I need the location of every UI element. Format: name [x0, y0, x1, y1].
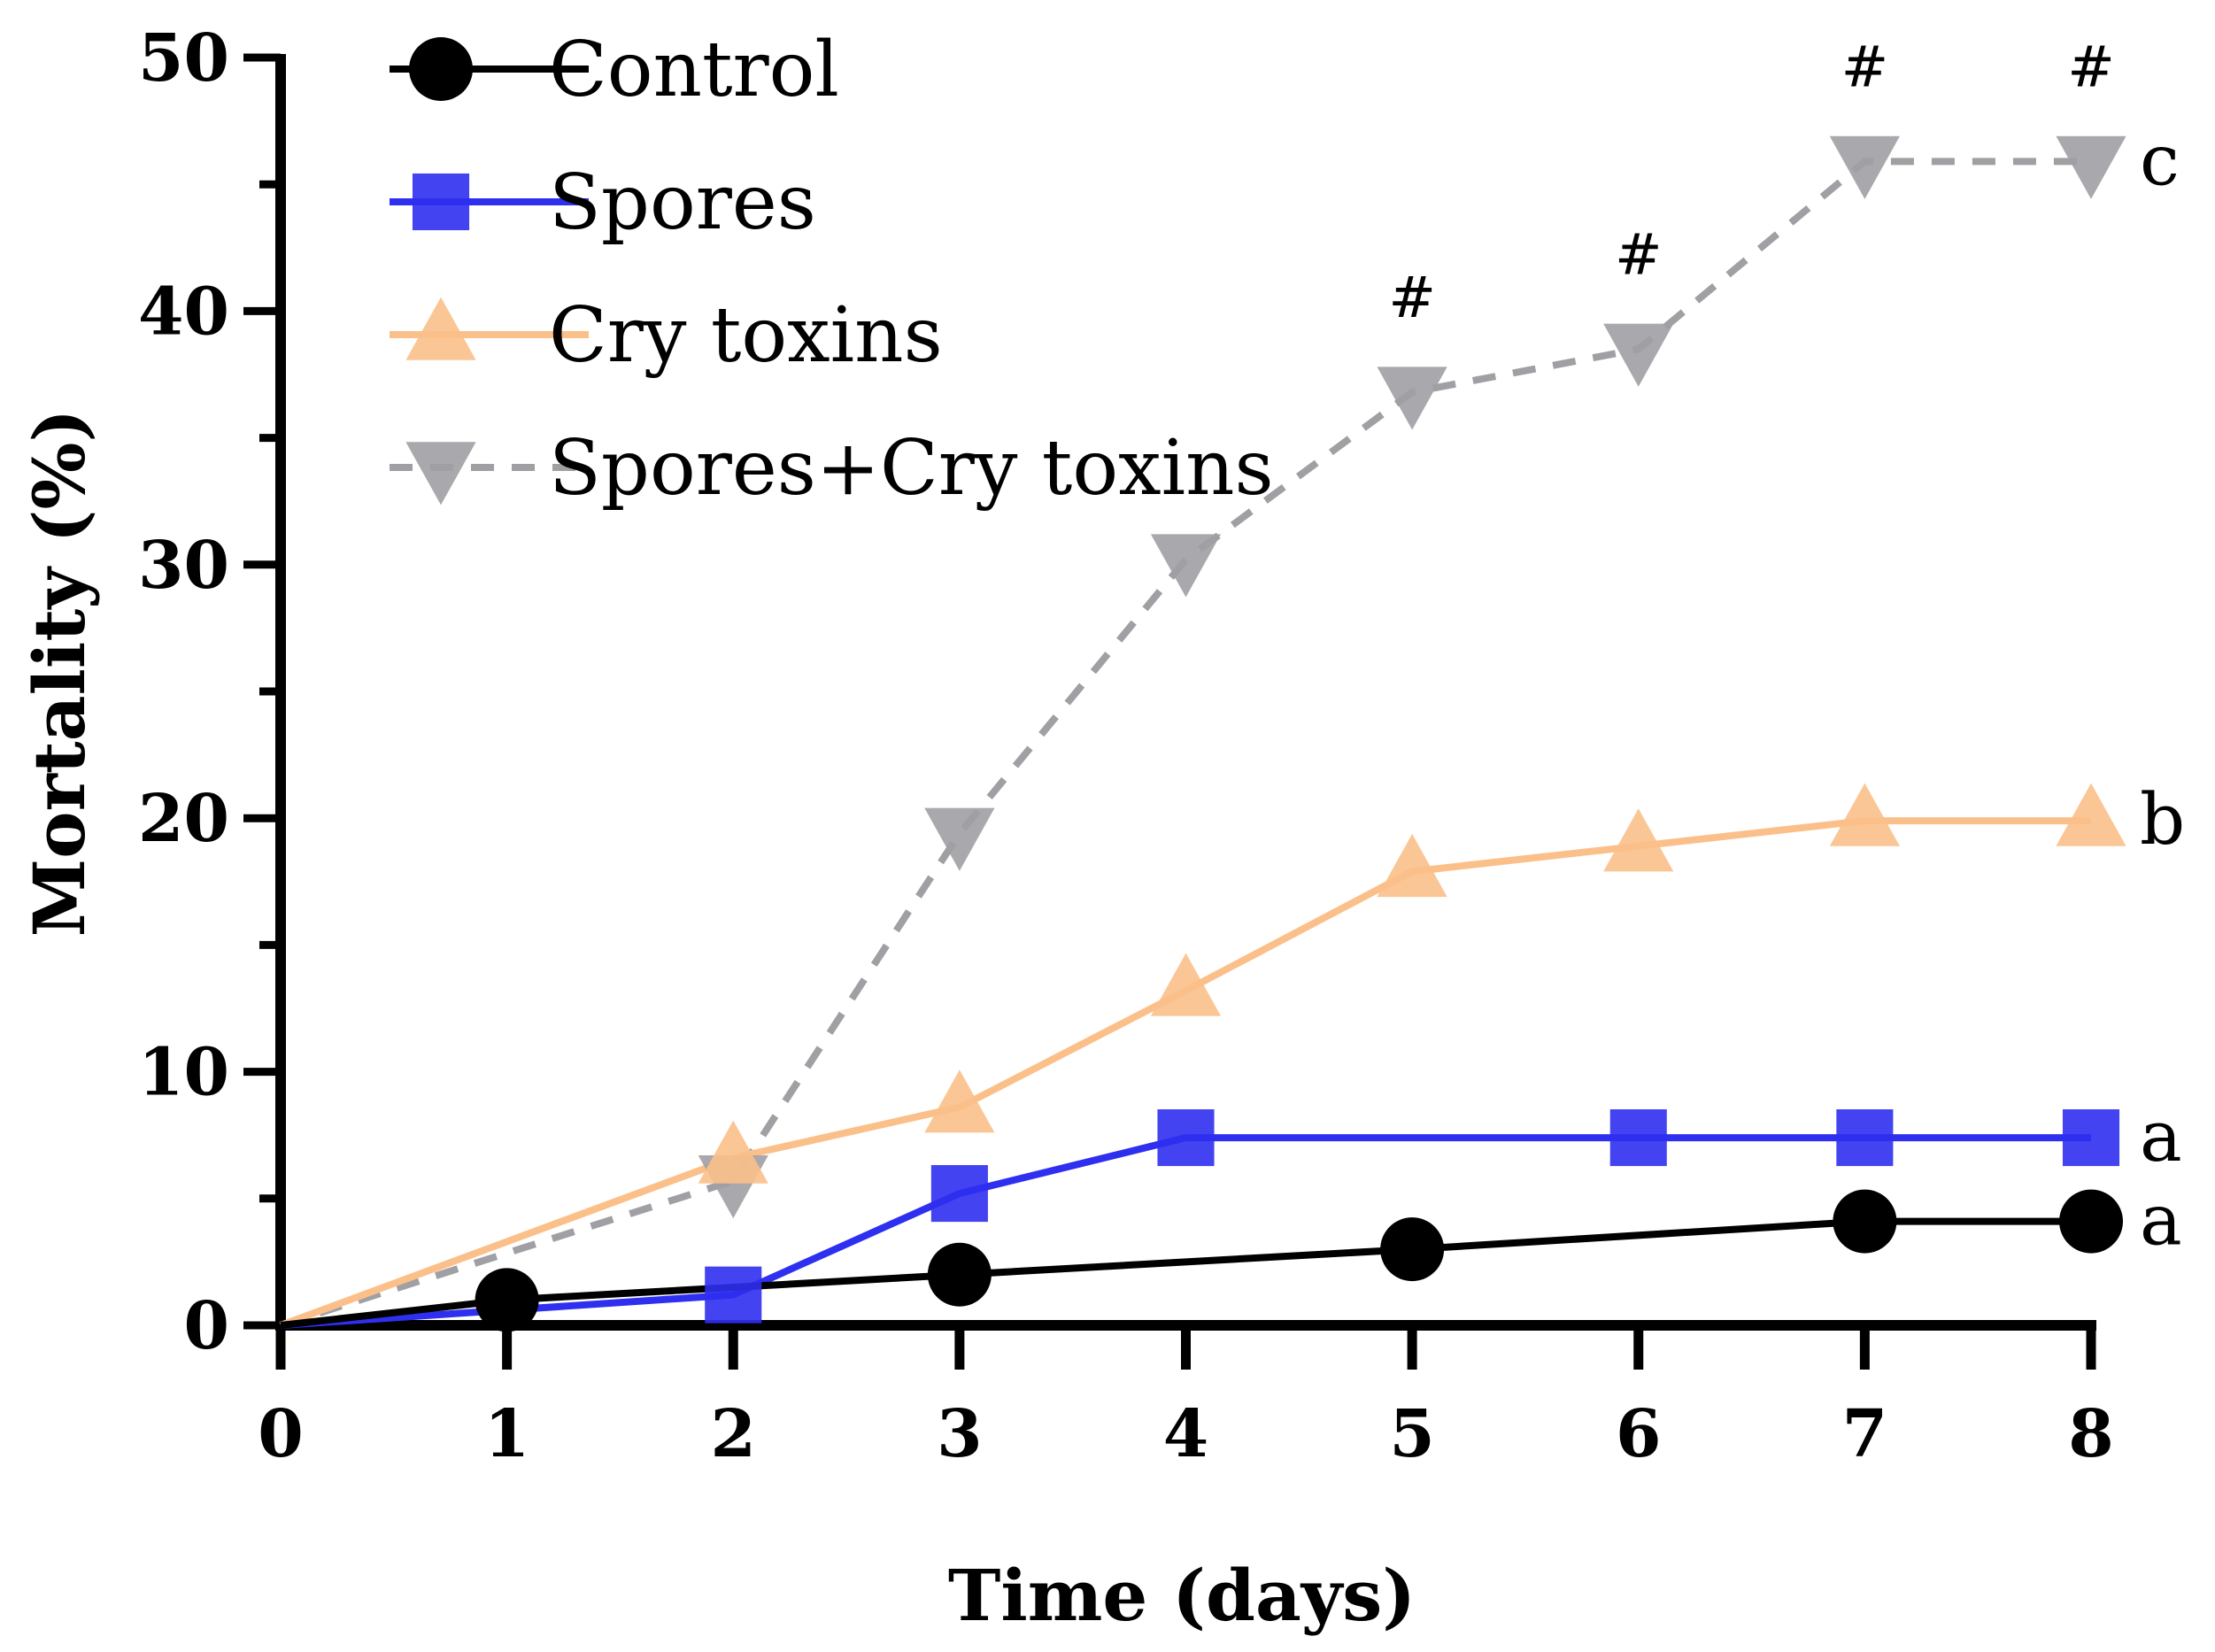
data-point [1603, 808, 1674, 872]
data-point [930, 1165, 988, 1223]
data-point [927, 1242, 992, 1307]
group-letter: a [2140, 1095, 2182, 1177]
data-point [1609, 1109, 1667, 1167]
data-point [1380, 1217, 1445, 1282]
x-tick-label: 6 [1616, 1396, 1662, 1472]
x-tick-label: 5 [1389, 1396, 1435, 1472]
data-point [1377, 367, 1447, 430]
legend-label: Spores+Cry toxins [549, 424, 1274, 513]
legend-swatch-marker [412, 173, 470, 231]
group-letter: a [2140, 1179, 2182, 1262]
data-point [1150, 534, 1222, 598]
data-point [698, 1120, 768, 1184]
y-tick-label: 30 [138, 528, 229, 604]
y-tick-label: 20 [138, 781, 229, 857]
data-point [1833, 1189, 1897, 1254]
significance-mark: # [1388, 266, 1436, 331]
data-point [1150, 953, 1222, 1016]
annotations: c b aa # # # # [1388, 35, 2185, 1261]
legend-label: Spores [549, 158, 816, 247]
data-point [2062, 1109, 2120, 1167]
legend-swatch-marker [409, 37, 473, 101]
x-tick-label: 4 [1163, 1396, 1209, 1472]
data-point [1377, 833, 1447, 898]
series-line-control [280, 1217, 2091, 1329]
legend-swatch-marker [405, 297, 476, 360]
data-point [1603, 323, 1674, 387]
x-tick-label: 8 [2068, 1396, 2114, 1472]
x-tick-label: 1 [484, 1396, 530, 1472]
series-line-cry-toxins [279, 817, 2091, 1329]
legend-label: Control [549, 26, 839, 114]
group-letter: b [2140, 778, 2185, 861]
data-point [1157, 1109, 1215, 1167]
significance-mark: # [1615, 222, 1663, 288]
data-point [2056, 135, 2126, 199]
series-markers [475, 135, 2126, 1332]
data-point [924, 1069, 995, 1133]
y-axis-title: Mortality (%) [18, 409, 101, 938]
data-point [1836, 1109, 1894, 1167]
y-tick-label: 10 [138, 1035, 229, 1111]
axis-ticks: 0 10 20 30 40 50 0 1 2 3 4 5 6 7 8 [138, 20, 2114, 1472]
y-tick-label: 40 [138, 274, 229, 350]
x-tick-label: 2 [711, 1396, 757, 1472]
series-line-spores-cry-toxins [279, 158, 2091, 1329]
data-point [705, 1266, 762, 1324]
data-point [1829, 783, 1900, 846]
legend: Control Spores Cry toxins Spores+Cry toxins [390, 26, 1274, 513]
significance-mark: # [1841, 35, 1889, 100]
y-tick-label: 50 [138, 20, 229, 96]
x-tick-label: 7 [1842, 1396, 1888, 1472]
legend-swatch-marker [405, 442, 476, 506]
significance-mark: # [2067, 35, 2115, 100]
data-point [924, 807, 995, 871]
data-point [1829, 135, 1900, 199]
data-point [475, 1268, 539, 1332]
group-letter: c [2140, 119, 2180, 201]
x-tick-label: 3 [937, 1396, 983, 1472]
data-point [2059, 1189, 2123, 1254]
legend-label: Cry toxins [549, 291, 943, 380]
y-tick-label: 0 [184, 1288, 230, 1364]
x-axis-title: Time (days) [948, 1554, 1416, 1637]
data-point [2056, 783, 2126, 846]
x-tick-label: 0 [258, 1396, 304, 1472]
